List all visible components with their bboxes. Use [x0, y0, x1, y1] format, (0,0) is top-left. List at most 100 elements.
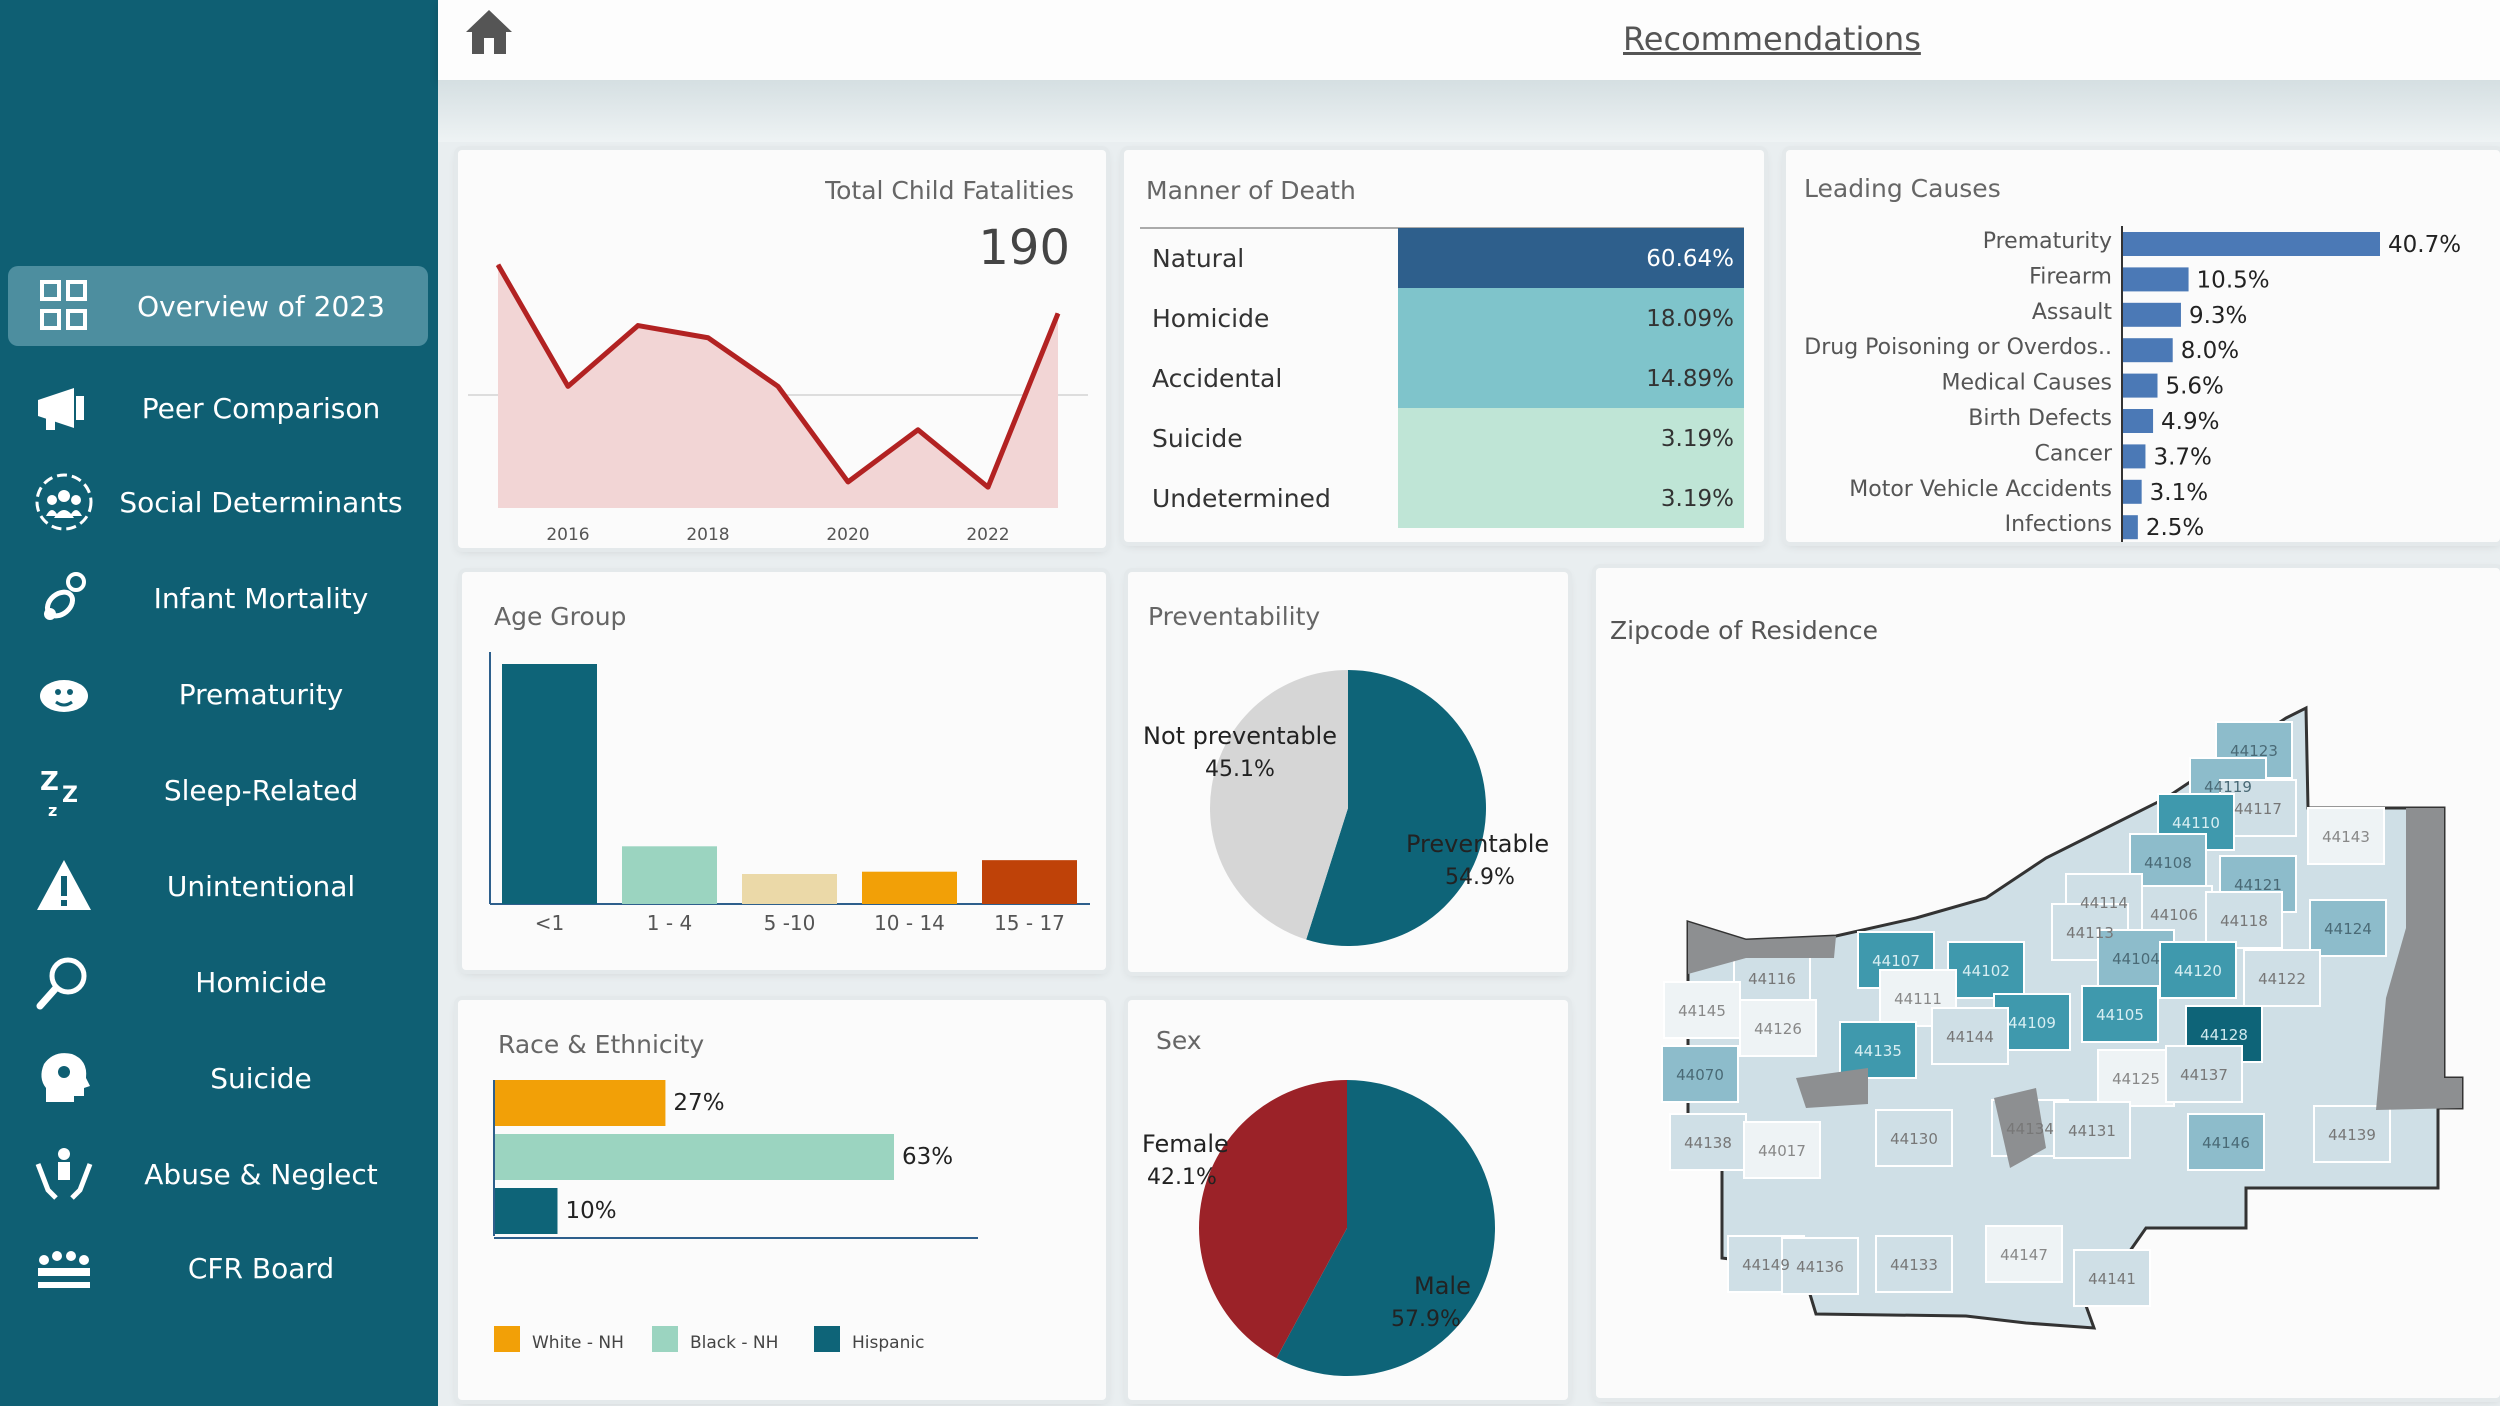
manner-table-chart: Natural 60.64% Homicide 18.09% Accidental 14.… [1140, 227, 1744, 528]
nav-label: Prematurity [178, 677, 344, 711]
manner-value: 18.09% [1646, 306, 1734, 332]
total-value: 190 [978, 220, 1070, 276]
total-fatalities-card: Total Child Fatalities 190 2016 2018 2020 2… [458, 150, 1106, 548]
legend-swatch [814, 1326, 840, 1352]
card-title: Total Child Fatalities [825, 176, 1074, 205]
zip-region [1781, 1237, 1859, 1295]
cause-label: Drug Poisoning or Overdos.. [1804, 335, 2112, 360]
nav-item-overview[interactable]: Overview of 2023 [8, 266, 428, 346]
zipcode-map[interactable]: 44123 44119 44117 44110 44143 44108 44121 44124… [1606, 668, 2486, 1388]
cause-value: 2.5% [2146, 515, 2204, 541]
zip-label: 44147 [2000, 1246, 2048, 1264]
zip-label: 44110 [2172, 814, 2220, 832]
cause-label: Infections [2005, 512, 2112, 537]
nav-label: CFR Board [187, 1251, 335, 1285]
cause-bar [2122, 302, 2181, 327]
manner-value: 3.19% [1661, 486, 1734, 512]
nav-item-unintentional[interactable]: Unintentional [8, 846, 428, 926]
zip-region [1733, 949, 1811, 1007]
race-value: 27% [673, 1090, 724, 1116]
total-area-chart: 2016 2018 2020 2022 [468, 263, 1088, 545]
board-group-icon [38, 1251, 90, 1288]
zip-region [2053, 1101, 2131, 1159]
x-tick-label: 2020 [826, 525, 869, 545]
nav-item-sleep-related[interactable]: Z Z z Sleep-Related [8, 750, 428, 830]
top-bar: Recommendations [438, 0, 2500, 80]
nav-label: Infant Mortality [153, 581, 369, 615]
zip-label: 44145 [1678, 1002, 1726, 1020]
zip-region [1743, 1121, 1821, 1179]
recommendations-link[interactable]: Recommendations [1623, 20, 1921, 58]
nav-item-homicide[interactable]: Homicide [8, 942, 428, 1022]
race-value: 10% [565, 1198, 616, 1224]
slice-value: 45.1% [1205, 757, 1275, 782]
zip-region [1875, 1109, 1953, 1167]
zip-region [2165, 1045, 2243, 1103]
nav-item-prematurity[interactable]: Prematurity [8, 654, 428, 734]
manner-category: Homicide [1152, 304, 1269, 333]
nav-item-peer-comparison[interactable]: Peer Comparison [8, 368, 428, 448]
grid-icon [40, 280, 87, 330]
zip-region [1663, 981, 1741, 1039]
legend-label: White - NH [532, 1333, 624, 1353]
slice-name: Not preventable [1143, 722, 1337, 750]
cause-label: Firearm [2029, 264, 2112, 289]
nav-label: Sleep-Related [163, 773, 359, 807]
pie-slice [1210, 670, 1348, 940]
sleep-zz-icon: Z Z z [40, 767, 78, 820]
zipcode-card: Zipcode of Residence 44123 44119 44117 4411… [1596, 568, 2500, 1398]
manner-category: Accidental [1152, 364, 1282, 393]
zip-label: 44139 [2328, 1126, 2376, 1144]
preventability-pie-chart: Preventable 54.9% Not preventable 45.1% [1143, 670, 1549, 946]
race-bar [494, 1080, 666, 1126]
magnifier-icon [36, 957, 87, 1010]
card-title: Leading Causes [1804, 174, 2001, 203]
x-tick-label: 2016 [546, 525, 589, 545]
nav-item-abuse-neglect[interactable]: Abuse & Neglect [8, 1134, 428, 1214]
cause-value: 5.6% [2165, 374, 2223, 400]
sex-card: Sex Male 57.9% Female 42.1% [1128, 1000, 1568, 1400]
cause-bar [2122, 444, 2146, 469]
zip-region [2073, 1249, 2151, 1307]
nav-item-infant-mortality[interactable]: Infant Mortality [8, 558, 428, 638]
zip-label: 44108 [2144, 854, 2192, 872]
nav-item-cfr-board[interactable]: CFR Board [8, 1228, 428, 1308]
nav-label: Suicide [210, 1061, 312, 1095]
sex-pie-chart: Male 57.9% Female 42.1% [1142, 1080, 1495, 1376]
data-point [917, 429, 919, 431]
manner-value: 14.89% [1646, 366, 1734, 392]
race-bar [494, 1188, 558, 1234]
head-icon [41, 1053, 90, 1102]
manner-cell [1398, 348, 1744, 408]
race-ethnicity-card: Race & Ethnicity 27% 63% 10% White - NH Blac… [458, 1000, 1106, 1400]
zip-label: 44111 [1894, 990, 1942, 1008]
cause-label: Motor Vehicle Accidents [1849, 477, 2112, 502]
zip-label: 44118 [2220, 912, 2268, 930]
pacifier-icon [44, 572, 86, 620]
zip-label: 44109 [2008, 1014, 2056, 1032]
manner-value: 60.64% [1646, 246, 1734, 272]
leading-causes-bar-chart: Prematurity 40.7% Firearm 10.5% Assault 9.3% D… [1804, 226, 2461, 542]
cause-value: 4.9% [2161, 409, 2219, 435]
zip-label: 44105 [2096, 1006, 2144, 1024]
zip-label: 44125 [2112, 1070, 2160, 1088]
zip-label: 44122 [2258, 970, 2306, 988]
zip-region [1931, 1007, 2009, 1065]
pie-slice [1306, 670, 1486, 946]
slice-name: Female [1142, 1130, 1229, 1158]
nav-item-social-determinants[interactable]: Social Determinants [8, 462, 428, 542]
zip-label: 44114 [2080, 894, 2128, 912]
cause-label: Cancer [2035, 441, 2113, 466]
nav-label: Unintentional [166, 869, 356, 903]
home-icon[interactable] [462, 4, 516, 58]
zip-label: 44146 [2202, 1134, 2250, 1152]
zip-label: 44119 [2204, 778, 2252, 796]
zip-label: 44130 [1890, 1130, 1938, 1148]
manner-value: 3.19% [1661, 426, 1734, 452]
data-point [777, 385, 779, 387]
zip-label: 44149 [1742, 1256, 1790, 1274]
manner-cell [1398, 288, 1744, 348]
zip-region [2309, 899, 2387, 957]
nav-item-suicide[interactable]: Suicide [8, 1038, 428, 1118]
zip-region [2159, 941, 2237, 999]
